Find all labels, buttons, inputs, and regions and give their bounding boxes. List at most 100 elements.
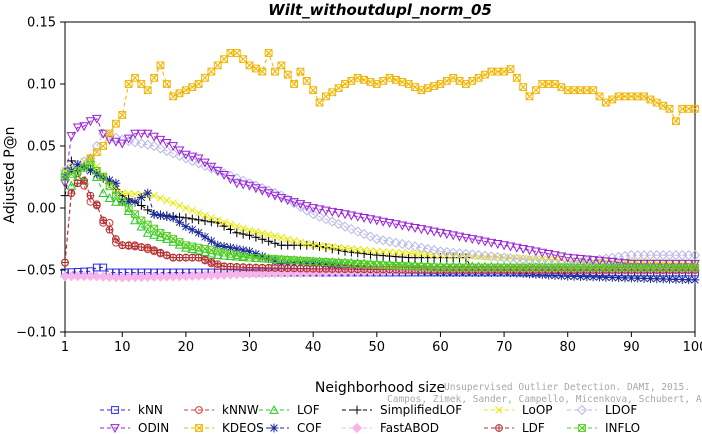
data-point bbox=[328, 88, 337, 97]
data-point bbox=[315, 98, 324, 107]
data-point bbox=[257, 251, 267, 261]
data-point bbox=[397, 221, 408, 231]
data-point bbox=[506, 65, 515, 74]
data-point bbox=[473, 236, 484, 246]
chart-title: Wilt_withoutdupl_norm_05 bbox=[268, 1, 492, 19]
data-point bbox=[321, 243, 331, 253]
data-point bbox=[290, 264, 298, 273]
data-point bbox=[487, 67, 496, 76]
data-point bbox=[672, 117, 680, 126]
data-point bbox=[225, 170, 236, 181]
legend-item-inflo: INFLO bbox=[567, 421, 640, 434]
data-point bbox=[525, 92, 534, 101]
data-point bbox=[194, 253, 203, 262]
data-point bbox=[263, 189, 274, 199]
data-point bbox=[231, 251, 242, 261]
data-point bbox=[162, 251, 171, 260]
data-point bbox=[238, 252, 249, 262]
data-point bbox=[378, 235, 389, 246]
data-point bbox=[156, 61, 165, 70]
data-point bbox=[220, 218, 228, 227]
data-point bbox=[206, 236, 216, 246]
data-point bbox=[86, 166, 95, 176]
data-point bbox=[353, 245, 362, 254]
data-point bbox=[149, 229, 159, 239]
data-point bbox=[143, 243, 152, 252]
data-point bbox=[232, 263, 241, 271]
data-point bbox=[537, 248, 548, 258]
data-point bbox=[295, 200, 306, 210]
data-point bbox=[328, 243, 337, 251]
data-point bbox=[334, 84, 343, 93]
data-point bbox=[277, 234, 286, 242]
x-tick-label: 100 bbox=[683, 340, 702, 355]
x-tick-label: 30 bbox=[241, 340, 258, 355]
data-point bbox=[104, 135, 115, 145]
data-point bbox=[569, 271, 579, 281]
legend-label: kNNW bbox=[222, 403, 259, 417]
data-point bbox=[296, 67, 305, 76]
data-point bbox=[277, 61, 286, 70]
data-point bbox=[333, 219, 344, 230]
data-point bbox=[620, 273, 630, 283]
data-point bbox=[302, 77, 311, 85]
data-point bbox=[499, 241, 509, 251]
data-point bbox=[652, 274, 662, 284]
data-point bbox=[92, 148, 101, 157]
data-point bbox=[207, 214, 216, 222]
data-point bbox=[691, 104, 699, 113]
data-point bbox=[646, 274, 655, 284]
data-point bbox=[206, 217, 216, 227]
data-point bbox=[429, 227, 439, 237]
data-point bbox=[66, 132, 77, 142]
data-point bbox=[188, 253, 197, 262]
series-odin bbox=[60, 114, 700, 269]
data-point bbox=[169, 199, 177, 207]
legend-item-loop: LoOP bbox=[484, 403, 553, 417]
data-point bbox=[112, 235, 120, 243]
y-tick-label: 0.00 bbox=[27, 202, 56, 217]
data-point bbox=[575, 254, 586, 264]
legend-label: LDF bbox=[522, 421, 545, 434]
legend-marker bbox=[351, 422, 363, 434]
data-point bbox=[448, 247, 459, 258]
data-point bbox=[174, 150, 185, 162]
data-point bbox=[251, 232, 261, 242]
data-point bbox=[341, 244, 349, 253]
data-point bbox=[264, 236, 274, 246]
legend-label: FastABOD bbox=[380, 421, 439, 434]
data-point bbox=[252, 228, 260, 236]
data-point bbox=[181, 222, 191, 231]
data-point bbox=[137, 243, 146, 251]
x-tick-label: 70 bbox=[496, 340, 513, 355]
data-point bbox=[360, 246, 368, 254]
data-point bbox=[124, 80, 133, 88]
data-point bbox=[194, 215, 204, 225]
data-point bbox=[264, 263, 273, 272]
data-point bbox=[550, 271, 560, 280]
data-point bbox=[391, 220, 401, 230]
data-point bbox=[264, 231, 273, 239]
data-point bbox=[201, 211, 209, 220]
y-tick-label: −0.05 bbox=[16, 264, 56, 279]
data-point bbox=[295, 201, 306, 212]
data-point bbox=[409, 241, 421, 252]
data-point bbox=[86, 191, 95, 200]
data-point bbox=[219, 221, 229, 231]
data-point bbox=[665, 274, 674, 284]
data-point bbox=[677, 275, 687, 284]
data-point bbox=[91, 114, 102, 124]
data-point bbox=[61, 258, 69, 267]
data-point bbox=[543, 249, 554, 259]
data-point bbox=[226, 262, 235, 271]
data-point bbox=[219, 242, 229, 251]
data-point bbox=[428, 245, 440, 256]
data-point bbox=[665, 104, 674, 113]
data-point bbox=[104, 193, 115, 202]
legend-marker bbox=[352, 405, 362, 415]
legend-marker bbox=[576, 404, 588, 416]
data-point bbox=[441, 246, 452, 258]
data-point bbox=[385, 248, 394, 256]
data-point bbox=[220, 55, 228, 64]
data-point bbox=[321, 206, 331, 216]
